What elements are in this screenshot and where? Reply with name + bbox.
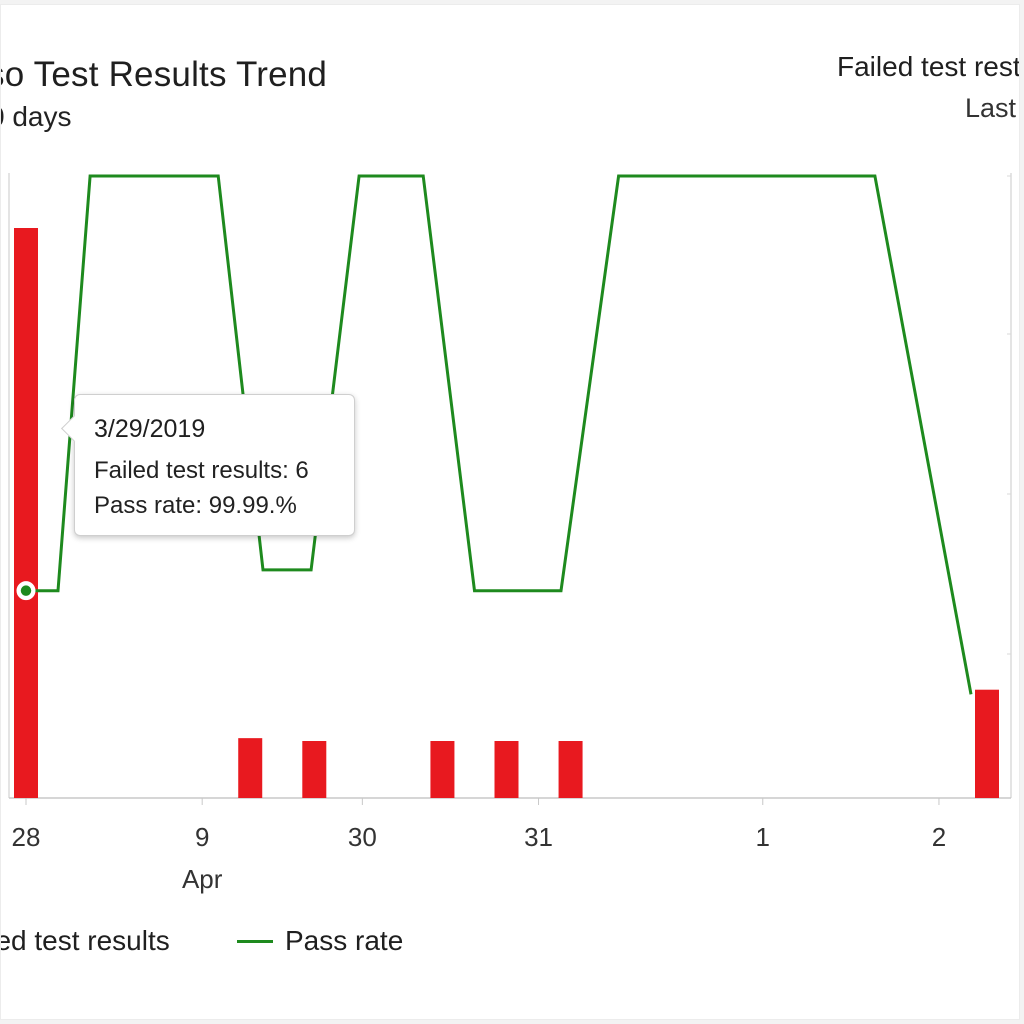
data-tooltip: 3/29/2019 Failed test results: 6 Pass ra… bbox=[61, 394, 355, 536]
tooltip-failed-row: Failed test results: 6 bbox=[94, 457, 309, 485]
failed-bar bbox=[494, 741, 519, 798]
chart-title: so Test Results Trend bbox=[0, 55, 328, 94]
failed-bar bbox=[302, 741, 327, 798]
legend-pass-label: Pass rate bbox=[285, 925, 404, 956]
legend-failed-label: iled test results bbox=[0, 925, 170, 956]
x-tick-label: 30 bbox=[348, 822, 377, 852]
trend-chart[interactable]: 28 9 30 31 1 2 Apr bbox=[1, 5, 1019, 1019]
failed-bar bbox=[430, 741, 455, 798]
legend-item-failed[interactable]: iled test results bbox=[0, 925, 170, 957]
tooltip-date: 3/29/2019 bbox=[94, 415, 206, 443]
right-widget-subtitle: Last bbox=[965, 93, 1017, 123]
tooltip-pass-row: Pass rate: 99.99.% bbox=[94, 492, 297, 520]
tooltip-failed-separator: : bbox=[282, 457, 296, 484]
tooltip-failed-value: 6 bbox=[295, 457, 309, 484]
highlight-marker bbox=[18, 582, 34, 599]
chart-subtitle: 0 days bbox=[1, 101, 72, 132]
tooltip-pass-label: Pass rate bbox=[94, 492, 196, 519]
failed-bar bbox=[14, 228, 38, 798]
chart-card: so Test Results Trend 0 days Failed test… bbox=[0, 4, 1020, 1020]
pass-rate-line bbox=[26, 174, 973, 695]
tooltip-failed-label: Failed test results bbox=[94, 457, 283, 484]
x-tick-label: 9 bbox=[195, 822, 209, 852]
x-tick-label: 1 bbox=[756, 822, 770, 852]
x-month-label: Apr bbox=[182, 864, 223, 894]
failed-bar bbox=[558, 741, 583, 798]
right-widget-title: Failed test rest bbox=[837, 51, 1020, 82]
x-tick-label: 31 bbox=[524, 822, 553, 852]
tooltip-pass-value: 99.99.% bbox=[208, 492, 297, 519]
failed-bar bbox=[238, 738, 263, 798]
legend-pass-swatch bbox=[237, 940, 273, 943]
failed-bar bbox=[975, 689, 999, 798]
x-tick-label: 28 bbox=[12, 822, 41, 852]
legend-item-pass[interactable]: Pass rate bbox=[285, 925, 403, 957]
x-tick-label: 2 bbox=[932, 822, 946, 852]
tooltip-pass-separator: : bbox=[195, 492, 209, 519]
